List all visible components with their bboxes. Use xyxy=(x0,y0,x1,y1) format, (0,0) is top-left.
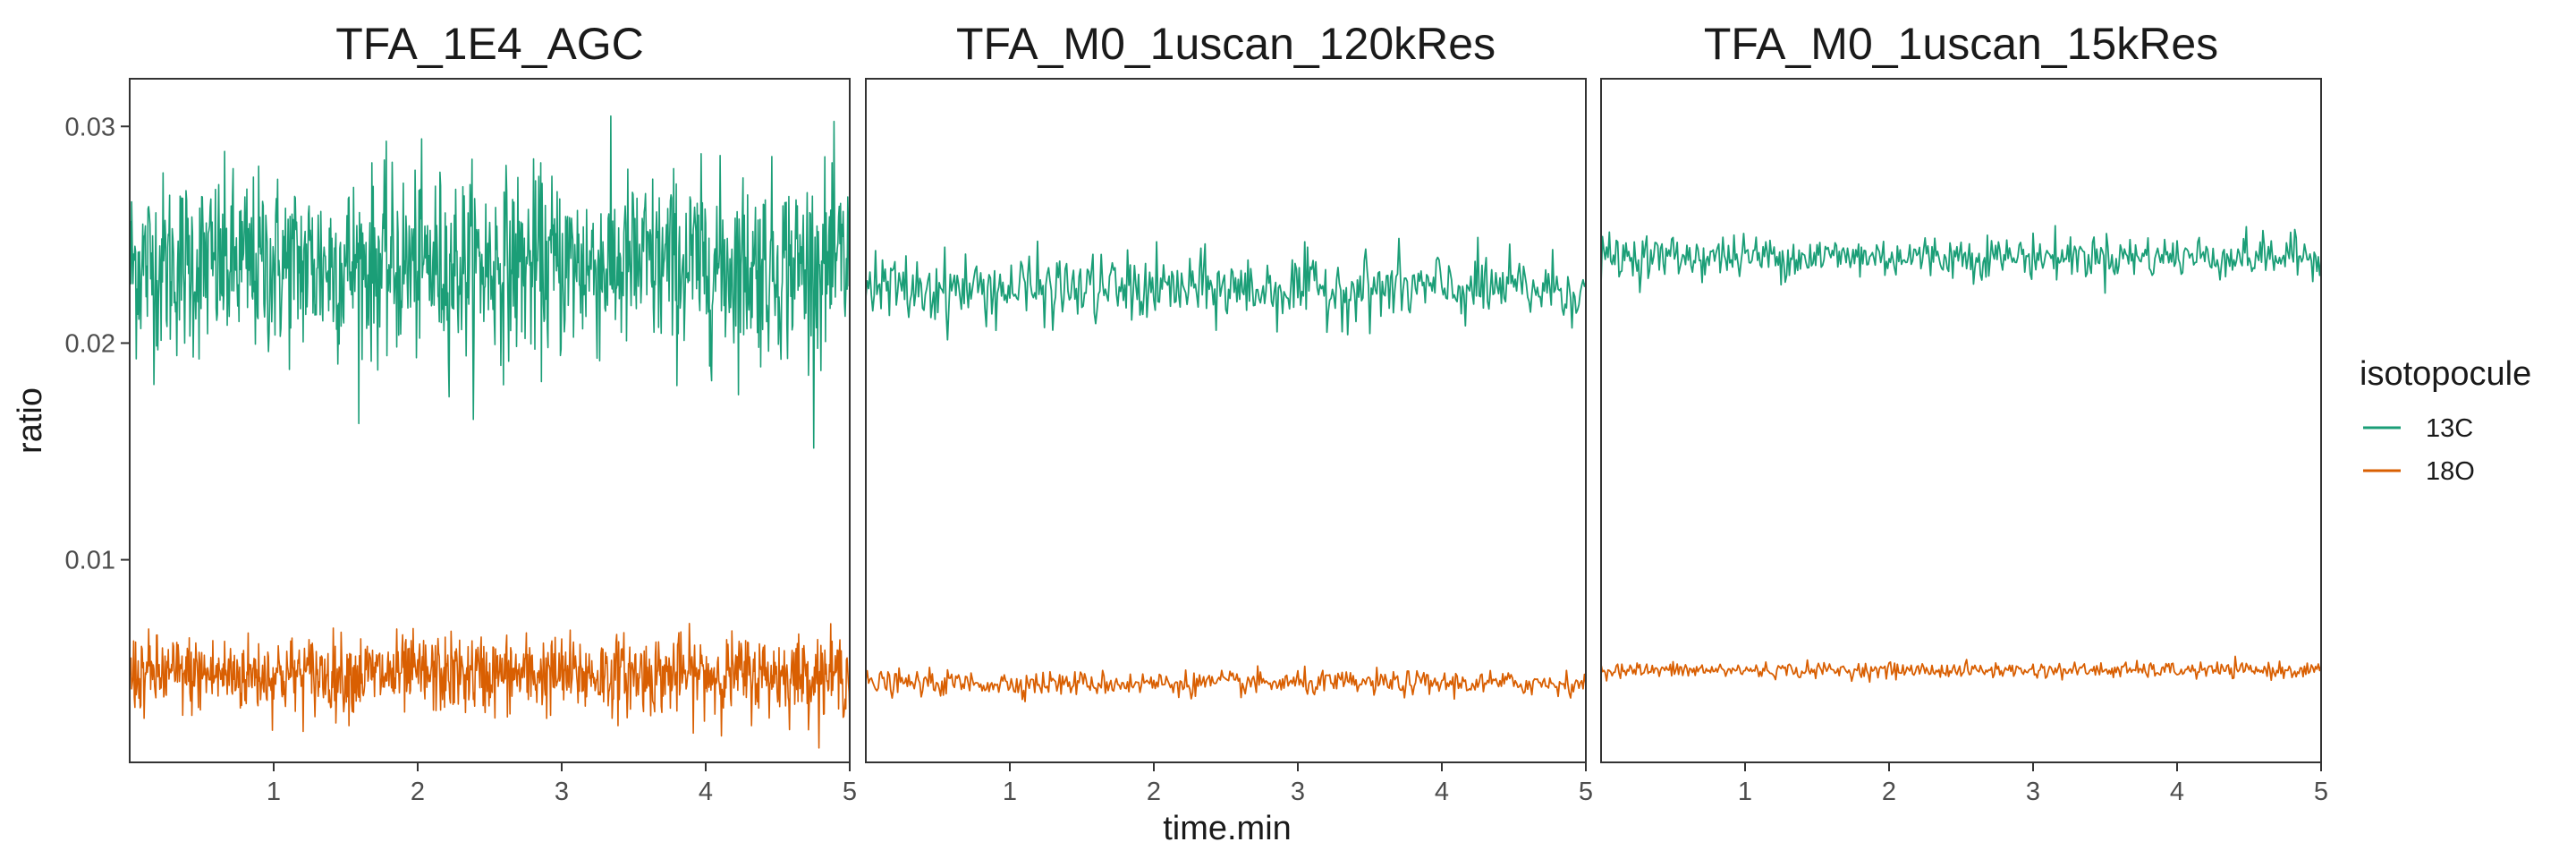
x-tick-label: 4 xyxy=(2170,778,2184,806)
y-tick-label: 0.01 xyxy=(65,547,115,575)
x-tick-label: 2 xyxy=(1882,778,1896,806)
y-axis-title: ratio xyxy=(12,387,49,454)
legend-label-18o: 18O xyxy=(2426,457,2475,486)
x-tick-label: 2 xyxy=(411,778,425,806)
x-tick-label: 3 xyxy=(555,778,569,806)
x-axis-title: time.min xyxy=(1163,810,1292,847)
x-tick-label: 5 xyxy=(1579,778,1593,806)
panel-border-1 xyxy=(129,78,851,763)
panel-border-2 xyxy=(865,78,1587,763)
x-tick-label: 2 xyxy=(1147,778,1161,806)
panel-title-3: TFA_M0_1uscan_15kRes xyxy=(1704,19,2218,69)
series-line-18o-panel-2 xyxy=(865,665,1587,702)
x-tick-label: 4 xyxy=(1435,778,1449,806)
legend-label-13c: 13C xyxy=(2426,414,2473,443)
x-tick-label: 3 xyxy=(2026,778,2040,806)
series-line-18o-panel-1 xyxy=(129,622,851,749)
legend-title: isotopocule xyxy=(2360,355,2531,393)
panel-title-2: TFA_M0_1uscan_120kRes xyxy=(956,19,1496,69)
panel-border-3 xyxy=(1600,78,2322,763)
series-line-18o-panel-3 xyxy=(1600,655,2322,684)
x-tick-label: 4 xyxy=(699,778,713,806)
x-tick-label: 1 xyxy=(267,778,281,806)
series-line-13c-panel-1 xyxy=(129,115,851,449)
series-line-13c-panel-3 xyxy=(1600,225,2322,294)
x-tick-label: 1 xyxy=(1738,778,1752,806)
x-tick-label: 5 xyxy=(843,778,857,806)
x-tick-label: 3 xyxy=(1291,778,1305,806)
y-tick-label: 0.03 xyxy=(65,113,115,141)
x-tick-label: 5 xyxy=(2314,778,2328,806)
x-tick-label: 1 xyxy=(1003,778,1017,806)
panel-title-1: TFA_1E4_AGC xyxy=(335,19,644,69)
y-tick-label: 0.02 xyxy=(65,329,115,358)
series-line-13c-panel-2 xyxy=(865,236,1587,341)
